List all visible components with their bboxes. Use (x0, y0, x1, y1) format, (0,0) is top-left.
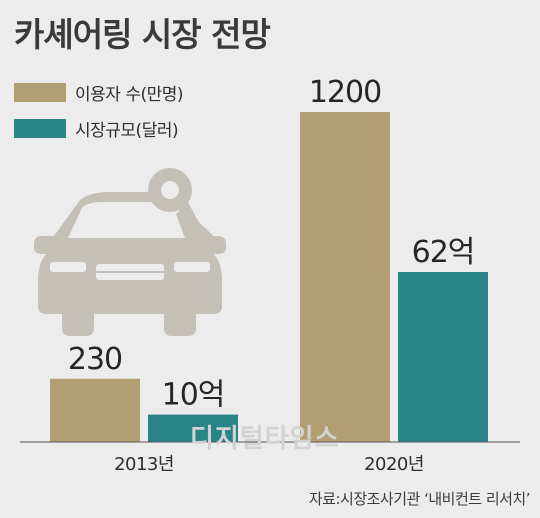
data-label-market-1: 62억 (412, 235, 475, 270)
legend-swatch-market (14, 119, 66, 138)
x-tick-label-1: 2020년 (364, 454, 424, 475)
key-icon (148, 168, 222, 252)
x-tick-label-0: 2013년 (114, 454, 174, 475)
chart-title: 카셰어링 시장 전망 (14, 15, 271, 54)
source-note: 자료:시장조사기관 ‘내비컨트 리서치’ (308, 490, 531, 508)
legend-item-users: 이용자 수(만명) (14, 80, 184, 105)
bar-users-0 (50, 378, 140, 442)
legend-item-market: 시장규모(달러) (14, 116, 179, 141)
data-label-users-1: 1200 (309, 75, 381, 110)
bar-market-0 (148, 414, 238, 442)
watermark: 디지털타임스 (190, 424, 340, 454)
legend-swatch-users (14, 83, 66, 102)
data-label-market-0: 10억 (162, 378, 225, 413)
data-label-users-0: 230 (68, 342, 122, 377)
bar-market-1 (398, 272, 488, 442)
bar-users-1 (300, 112, 390, 442)
car-icon (34, 192, 226, 336)
legend-label-market: 시장규모(달러) (75, 121, 179, 141)
legend-label-users: 이용자 수(만명) (75, 85, 184, 105)
